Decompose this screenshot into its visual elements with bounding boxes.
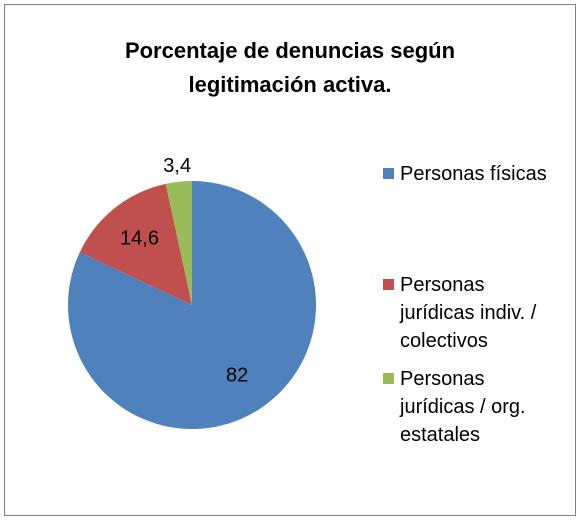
data-label: 14,6 xyxy=(120,227,159,249)
legend-swatch xyxy=(383,168,394,179)
chart-border xyxy=(4,4,576,516)
legend-label: Personas jurídicas indiv. / colectivos xyxy=(400,274,537,352)
legend-swatch xyxy=(383,373,394,384)
legend-swatch xyxy=(383,279,394,290)
pie-slice xyxy=(165,181,192,305)
pie-slice xyxy=(79,183,192,305)
chart-title: Porcentaje de denuncias según legitimaci… xyxy=(124,38,456,97)
legend-label: Personas físicas xyxy=(400,163,547,185)
data-label: 3,4 xyxy=(163,155,191,177)
legend-label: Personas jurídicas / org. estatales xyxy=(400,368,526,446)
data-label: 82 xyxy=(226,364,248,386)
